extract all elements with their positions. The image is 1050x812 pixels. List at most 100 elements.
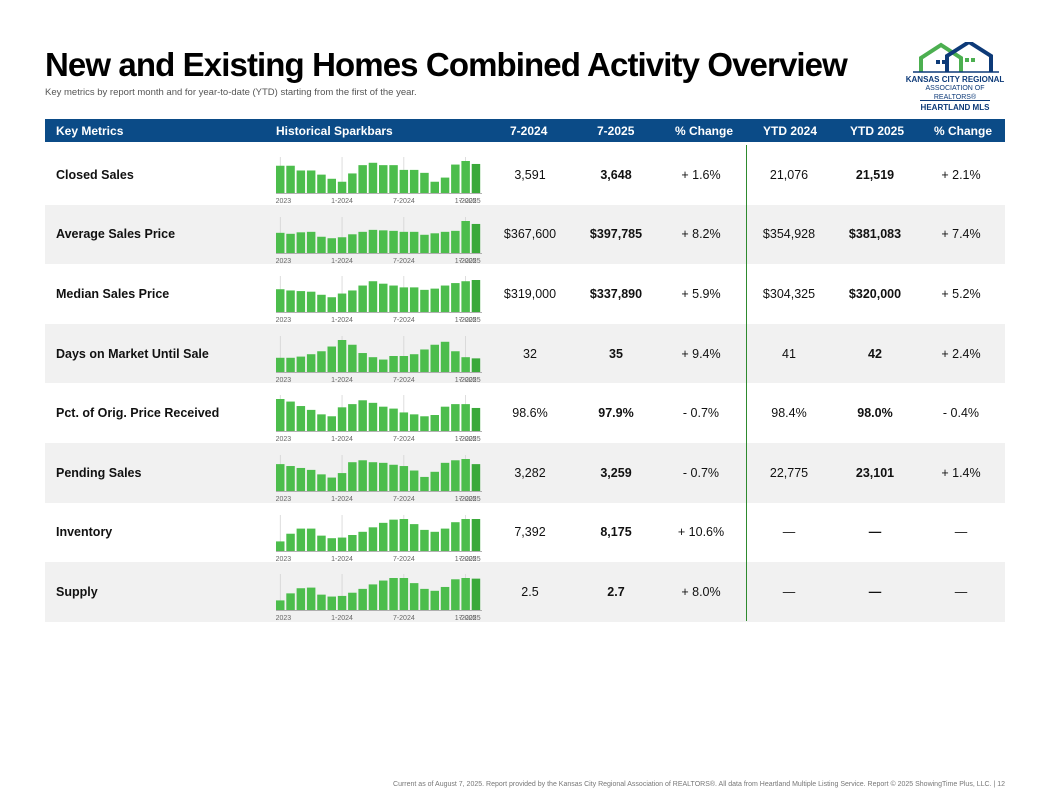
- sparkbar: [286, 466, 295, 491]
- sparkbar: [420, 416, 429, 432]
- month-2024-value: 32: [523, 346, 537, 361]
- sparkbar-axis-label: 7-2025: [459, 556, 481, 563]
- month-change-value: + 5.9%: [681, 286, 721, 301]
- metric-label: Median Sales Price: [56, 286, 170, 301]
- sparkbar-axis-label: 1-2025: [455, 615, 477, 622]
- sparkbar: [327, 416, 336, 432]
- sparkbar-axis-label: 1-2025: [455, 377, 477, 384]
- kcrar-logo: KANSAS CITY REGIONAL ASSOCIATION OF REAL…: [905, 39, 1005, 114]
- sparkbar: [389, 230, 398, 253]
- sparkbar: [337, 293, 347, 313]
- sparkbar: [296, 528, 306, 551]
- month-2025-value: 97.9%: [598, 406, 634, 421]
- sparkbar: [420, 529, 429, 551]
- ytd-change-value: + 7.4%: [941, 227, 981, 242]
- metric-label: Supply: [56, 584, 98, 599]
- sparkbar: [327, 178, 336, 193]
- sparkbar-axis-label: 7-2025: [459, 615, 481, 622]
- sparkbar: [296, 291, 306, 313]
- sparkbar: [327, 237, 336, 253]
- sparkbar: [337, 473, 347, 491]
- sparkbar: [440, 231, 450, 253]
- sparkbar: [327, 477, 336, 491]
- ytd-2024-value: 41: [782, 346, 796, 361]
- sparkbar: [379, 165, 388, 193]
- sparkbar-axis-label: 7-2025: [459, 258, 481, 265]
- sparkbar: [451, 521, 460, 551]
- sparkbar-axis-label: 7-2024: [393, 198, 415, 205]
- sparkbar: [440, 407, 450, 432]
- sparkbar: [379, 283, 388, 313]
- month-change-value: + 1.6%: [681, 167, 721, 182]
- sparkbar: [296, 406, 306, 432]
- sparkbar: [317, 294, 326, 313]
- sparkbar: [348, 344, 357, 372]
- sparkbar: [451, 579, 460, 611]
- ytd-2025-value: —: [868, 525, 882, 540]
- sparkbar: [420, 172, 429, 193]
- sparkbar: [368, 403, 378, 432]
- sparkbar: [471, 464, 481, 491]
- sparkbar: [348, 592, 357, 611]
- sparkbar: [440, 528, 450, 551]
- month-2024-value: 3,591: [514, 167, 546, 182]
- ytd-2025-value: 23,101: [855, 465, 895, 480]
- month-2025-value: 3,259: [600, 465, 632, 480]
- sparkbar: [327, 537, 336, 551]
- ytd-2025-value: —: [868, 584, 882, 599]
- month-2024-value: 98.6%: [512, 406, 548, 421]
- sparkbar: [358, 231, 367, 253]
- sparkbar: [409, 231, 419, 253]
- sparkbar: [337, 407, 347, 432]
- ytd-change-value: —: [954, 584, 968, 599]
- sparkbar: [276, 464, 285, 491]
- table-row: Days on Market Until Sale7-20231-20247-2…: [45, 323, 1005, 384]
- sparkbar-axis-label: 7-2024: [393, 317, 415, 324]
- sparkbar-axis-label: 7-2023: [276, 258, 291, 265]
- sparkbar: [358, 531, 367, 551]
- sparkbar: [399, 287, 409, 313]
- sparkbar: [440, 285, 450, 313]
- sparkbar: [471, 280, 481, 313]
- sparkbar: [348, 290, 357, 313]
- sparkbar: [286, 533, 295, 551]
- sparkbar-axis-label: 1-2024: [331, 436, 353, 443]
- sparkbar: [461, 518, 470, 551]
- month-change-value: - 0.7%: [682, 406, 720, 421]
- sparkbar: [296, 231, 306, 253]
- sparkbar: [461, 161, 470, 193]
- ytd-2025-value: $320,000: [848, 286, 902, 301]
- metric-label: Closed Sales: [56, 167, 134, 182]
- sparkbar: [389, 165, 398, 193]
- sparkbar: [461, 356, 470, 372]
- sparkbar: [337, 596, 347, 611]
- sparkbar: [296, 467, 306, 491]
- sparkbar: [399, 355, 409, 372]
- sparkbar-axis-label: 7-2024: [393, 258, 415, 265]
- logo-text-line3: HEARTLAND MLS: [920, 100, 990, 112]
- sparkbar: [348, 462, 357, 491]
- sparkbar-axis-label: 7-2024: [393, 377, 415, 384]
- sparkbar: [451, 283, 460, 313]
- sparkbar-axis-label: 7-2024: [393, 436, 415, 443]
- house-logo-icon: [913, 39, 999, 73]
- sparkbar: [358, 460, 367, 491]
- sparkbar-axis-label: 1-2024: [331, 258, 353, 265]
- sparkbar-axis-label: 7-2025: [459, 317, 481, 324]
- sparkbar: [389, 408, 398, 432]
- sparkbar-axis-label: 1-2024: [331, 377, 353, 384]
- sparkbar: [379, 407, 388, 432]
- sparkbar-axis-label: 1-2024: [331, 198, 353, 205]
- sparkbar: [440, 177, 450, 193]
- sparkbar-axis-label: 7-2023: [276, 377, 291, 384]
- page-subtitle: Key metrics by report month and for year…: [45, 87, 417, 98]
- sparkbar: [368, 584, 378, 611]
- sparkbar: [296, 356, 306, 372]
- sparkbar: [286, 593, 295, 611]
- sparkbar: [440, 341, 450, 372]
- sparkbar: [276, 399, 285, 432]
